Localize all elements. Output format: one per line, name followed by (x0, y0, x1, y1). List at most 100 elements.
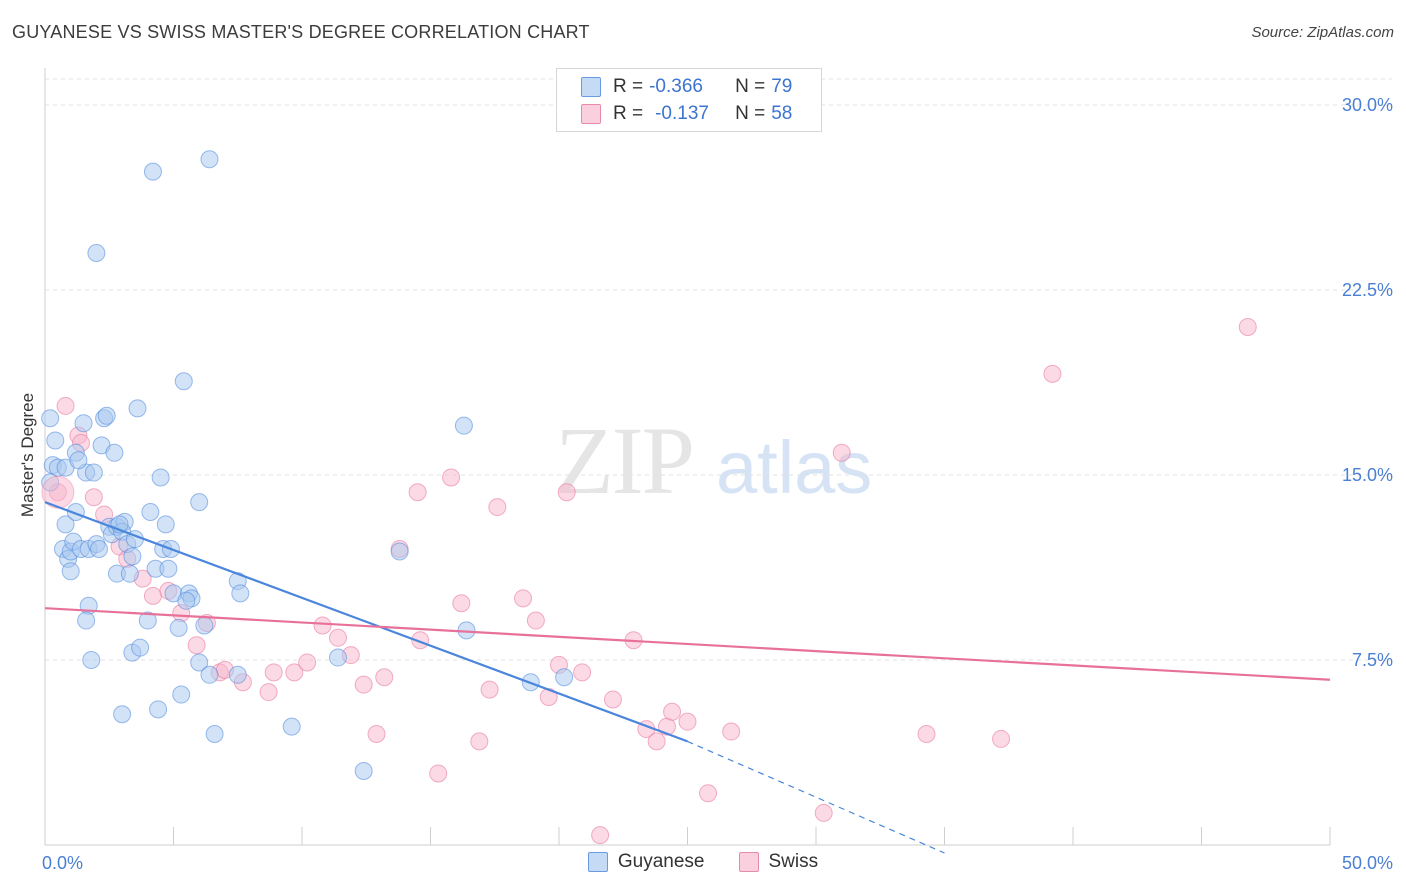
swiss-point (408, 483, 427, 502)
guyanese-point (61, 562, 80, 581)
guyanese-point (89, 540, 108, 558)
data-points (41, 150, 1257, 845)
swiss-point (429, 764, 448, 783)
tick-labels: 7.5% 15.0% 22.5% 30.0% 0.0% 50.0% (42, 95, 1393, 873)
swiss-point (285, 663, 304, 682)
legend-item-swiss[interactable]: Swiss (738, 851, 819, 873)
r-label: R = (613, 76, 644, 97)
swiss-trend-line (44, 607, 1331, 681)
legend-row-swiss: R = -0.137 N = 58 (581, 101, 792, 127)
y-tick-label: 7.5% (1352, 650, 1393, 670)
guyanese-trend-extension (687, 740, 945, 854)
guyanese-point (97, 406, 116, 425)
trend-lines (44, 501, 1331, 854)
watermark-zip: ZIP (555, 407, 695, 514)
swiss-point (84, 488, 103, 507)
guyanese-point (159, 559, 178, 578)
guyanese-point (231, 584, 250, 603)
guyanese-point (46, 431, 65, 450)
guyanese-point (205, 725, 224, 743)
swiss-point (470, 732, 489, 751)
swiss-point (992, 729, 1011, 748)
guyanese-point (156, 515, 175, 534)
swiss-point (591, 826, 610, 845)
guyanese-point (120, 564, 139, 583)
swiss-swatch (581, 104, 601, 124)
guyanese-point (282, 717, 301, 736)
r-value: -0.366 (649, 76, 703, 97)
swiss-point (814, 803, 833, 822)
guyanese-point (74, 414, 93, 433)
swiss-point (328, 628, 347, 647)
swiss-point (557, 483, 576, 502)
guyanese-point (174, 372, 193, 391)
n-label: N = (735, 103, 766, 124)
swiss-point (603, 690, 622, 709)
guyanese-point (390, 542, 409, 561)
guyanese-trend-line (44, 501, 688, 743)
source-label: Source: ZipAtlas.com (1251, 24, 1394, 41)
legend-label: Guyanese (617, 851, 705, 872)
guyanese-point (151, 468, 170, 487)
guyanese-point (454, 416, 473, 435)
guyanese-point (228, 665, 247, 684)
guyanese-point (200, 150, 219, 169)
swiss-point (678, 712, 697, 731)
guyanese-point (128, 399, 147, 418)
guyanese-point (113, 705, 132, 724)
swiss-point (298, 653, 317, 672)
swiss-point (354, 675, 373, 694)
guyanese-point (82, 651, 101, 669)
y-tick-label: 15.0% (1342, 465, 1393, 485)
n-value: 58 (771, 103, 793, 124)
guyanese-point (141, 503, 160, 521)
swiss-point (452, 594, 471, 613)
guyanese-point (105, 443, 124, 462)
guyanese-point (138, 611, 157, 630)
guyanese-point (169, 618, 188, 637)
guyanese-point (200, 665, 219, 684)
swiss-point (143, 586, 162, 605)
swiss-point (480, 680, 499, 699)
swiss-point (539, 688, 558, 706)
swiss-point (375, 668, 394, 687)
gridlines (45, 78, 1392, 661)
guyanese-point (177, 591, 196, 610)
guyanese-swatch (581, 77, 601, 97)
guyanese-point (555, 668, 574, 687)
swiss-point (699, 784, 718, 803)
guyanese-point (354, 762, 373, 780)
swiss-point (526, 611, 545, 630)
r-label: R = (613, 103, 644, 124)
swiss-point (647, 732, 666, 751)
swiss-point (259, 683, 278, 702)
swiss-point (514, 589, 533, 608)
guyanese-point (190, 653, 209, 672)
swiss-point (573, 663, 592, 682)
swiss-swatch (738, 852, 759, 872)
x-tick-label: 50.0% (1342, 853, 1393, 873)
swiss-point (442, 468, 461, 487)
guyanese-point (143, 162, 162, 181)
swiss-point (917, 725, 936, 743)
swiss-point (187, 636, 206, 655)
guyanese-point (56, 515, 75, 534)
guyanese-point (41, 409, 60, 428)
guyanese-point (172, 685, 191, 704)
swiss-point (832, 443, 851, 462)
swiss-point (1238, 318, 1257, 336)
y-tick-label: 30.0% (1342, 95, 1393, 115)
guyanese-point (87, 244, 106, 262)
x-tick-label: 0.0% (42, 853, 83, 873)
guyanese-point (190, 493, 209, 512)
legend-item-guyanese[interactable]: Guyanese (587, 851, 705, 873)
series-legend: Guyanese Swiss (0, 851, 1406, 873)
swiss-point (367, 725, 386, 743)
watermark-atlas: atlas (716, 426, 873, 509)
guyanese-point (195, 616, 214, 635)
legend-label: Swiss (768, 851, 819, 872)
guyanese-point (77, 611, 96, 630)
correlation-legend: R = -0.366 N = 79 R = -0.137 N = 58 (556, 68, 822, 132)
swiss-point (663, 702, 682, 721)
